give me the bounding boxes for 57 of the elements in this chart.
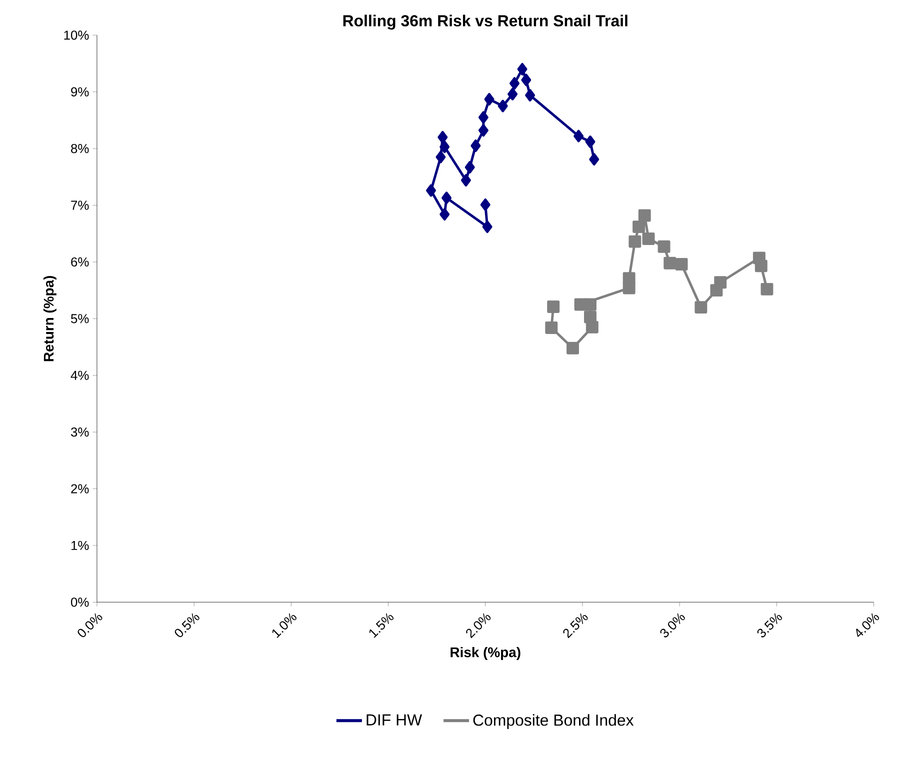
point xyxy=(714,276,727,288)
point xyxy=(478,124,488,137)
point xyxy=(480,198,490,211)
y-tick-label: 4% xyxy=(70,370,89,380)
y-axis-title: Return (%pa) xyxy=(43,276,56,362)
point xyxy=(547,300,560,313)
y-tick-label: 2% xyxy=(71,484,89,494)
point xyxy=(675,258,688,270)
y-tick-label: 8% xyxy=(71,144,89,154)
point xyxy=(585,135,596,148)
legend-label: Composite Bond Index xyxy=(473,714,634,729)
y-tick-label: 7% xyxy=(71,200,89,210)
point xyxy=(566,342,579,354)
point xyxy=(628,235,642,248)
point xyxy=(638,209,651,222)
point xyxy=(470,139,481,152)
point xyxy=(622,272,636,285)
y-tick-label: 10% xyxy=(64,30,89,40)
y-tick-label: 6% xyxy=(71,257,89,266)
point xyxy=(508,88,518,100)
point xyxy=(754,260,768,272)
point xyxy=(642,232,655,245)
point xyxy=(426,184,436,197)
point xyxy=(484,92,494,106)
point xyxy=(440,140,450,153)
legend-label: DIF HW xyxy=(366,714,422,726)
point xyxy=(760,282,774,296)
point xyxy=(521,74,532,86)
chart-title: Rolling 36m Risk vs Return Snail Trail xyxy=(343,14,628,30)
y-tick-label: 0% xyxy=(70,597,89,607)
point xyxy=(460,174,471,186)
point xyxy=(664,256,676,270)
point xyxy=(574,298,587,311)
point xyxy=(498,100,508,112)
point xyxy=(438,130,448,144)
y-tick-label: 9% xyxy=(71,87,89,96)
point xyxy=(584,310,596,324)
point xyxy=(442,192,452,204)
y-tick-label: 3% xyxy=(70,427,89,437)
y-tick-label: 1% xyxy=(71,540,89,550)
point xyxy=(525,88,536,102)
point xyxy=(517,62,528,76)
point xyxy=(440,208,450,220)
point xyxy=(589,152,600,166)
point xyxy=(464,160,475,174)
point xyxy=(510,77,520,90)
point xyxy=(545,321,558,334)
point xyxy=(632,220,646,233)
x-axis-title: Risk (%pa) xyxy=(450,646,520,660)
point xyxy=(694,300,708,314)
point xyxy=(574,130,584,142)
point xyxy=(586,320,598,334)
point xyxy=(482,220,492,233)
point xyxy=(436,150,446,164)
point xyxy=(658,240,670,253)
point xyxy=(478,111,488,124)
y-tick-label: 5% xyxy=(70,314,89,324)
